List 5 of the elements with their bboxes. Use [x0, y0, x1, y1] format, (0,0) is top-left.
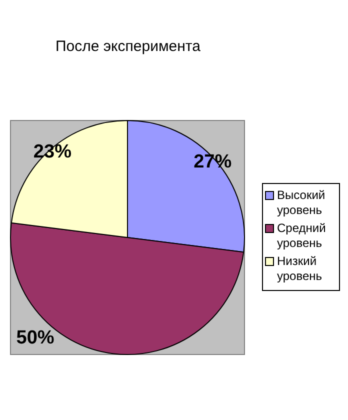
legend-label: Низкий уровень	[277, 254, 324, 284]
chart-title: После эксперимента	[54, 38, 202, 55]
data-label: 50%	[16, 327, 54, 348]
legend-label: Средний уровень	[277, 221, 327, 251]
legend-label: Высокий уровень	[277, 188, 326, 218]
